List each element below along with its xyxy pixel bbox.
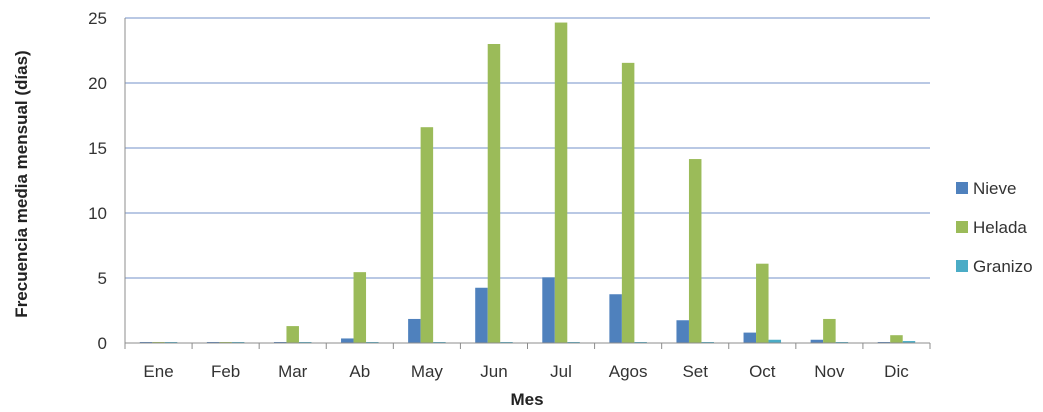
legend-swatch-granizo — [956, 260, 968, 272]
bar-nieve-jul — [542, 277, 555, 343]
y-tick-label: 15 — [88, 139, 107, 158]
y-tick-label: 20 — [88, 74, 107, 93]
x-tick-label: May — [411, 362, 444, 381]
legend-label-helada: Helada — [973, 218, 1027, 237]
bar-helada-jul — [554, 22, 568, 344]
x-tick-label: Feb — [211, 362, 240, 381]
x-tick-label: Agos — [609, 362, 648, 381]
x-tick-labels: Ene Feb Mar Ab May Jun Jul Agos Set Oct Nov Dic — [143, 362, 909, 381]
bar-helada-may — [420, 127, 434, 343]
bar-helada-set — [688, 159, 702, 343]
x-tick-label: Nov — [814, 362, 845, 381]
legend-label-nieve: Nieve — [973, 179, 1016, 198]
bar-helada-jun — [487, 44, 501, 343]
bar-nieve-agos — [609, 294, 622, 343]
bar-nieve-oct — [743, 332, 757, 343]
y-tick-labels: 0 5 10 15 20 25 — [88, 9, 107, 353]
legend: Nieve Helada Granizo — [956, 179, 1033, 276]
y-tick-label: 10 — [88, 204, 107, 223]
bar-nieve-jun — [475, 287, 488, 343]
x-tick-label: Mar — [278, 362, 308, 381]
bar-helada-ab — [353, 272, 367, 343]
x-tick-label: Set — [682, 362, 708, 381]
bar-nieve-set — [676, 320, 689, 343]
bar-nieve-nov — [810, 339, 824, 343]
x-tick-label: Oct — [749, 362, 776, 381]
x-axis-title: Mes — [510, 390, 543, 409]
bar-helada-oct — [756, 263, 769, 343]
bar-helada-agos — [621, 62, 635, 343]
bar-helada-mar — [286, 326, 299, 343]
y-axis-title: Frecuencia media mensual (días) — [12, 50, 31, 317]
bar-helada-nov — [823, 318, 836, 343]
x-tick-label: Ene — [143, 362, 173, 381]
bar-granizo-oct — [768, 339, 782, 343]
gridlines — [125, 17, 930, 279]
legend-swatch-helada — [956, 221, 968, 233]
x-tick-label: Jul — [550, 362, 572, 381]
legend-label-granizo: Granizo — [973, 257, 1033, 276]
y-tick-label: 5 — [98, 269, 107, 288]
x-tick-label: Dic — [884, 362, 909, 381]
y-tick-label: 25 — [88, 9, 107, 28]
bar-granizo-dic — [902, 341, 916, 343]
bar-nieve-may — [408, 318, 421, 343]
bar-helada-dic — [890, 335, 903, 343]
y-tick-label: 0 — [98, 334, 107, 353]
bar-nieve-ab — [341, 338, 354, 343]
legend-swatch-nieve — [956, 182, 968, 194]
axes — [124, 18, 931, 349]
bars — [139, 22, 916, 344]
x-tick-label: Jun — [480, 362, 507, 381]
x-tick-label: Ab — [349, 362, 370, 381]
